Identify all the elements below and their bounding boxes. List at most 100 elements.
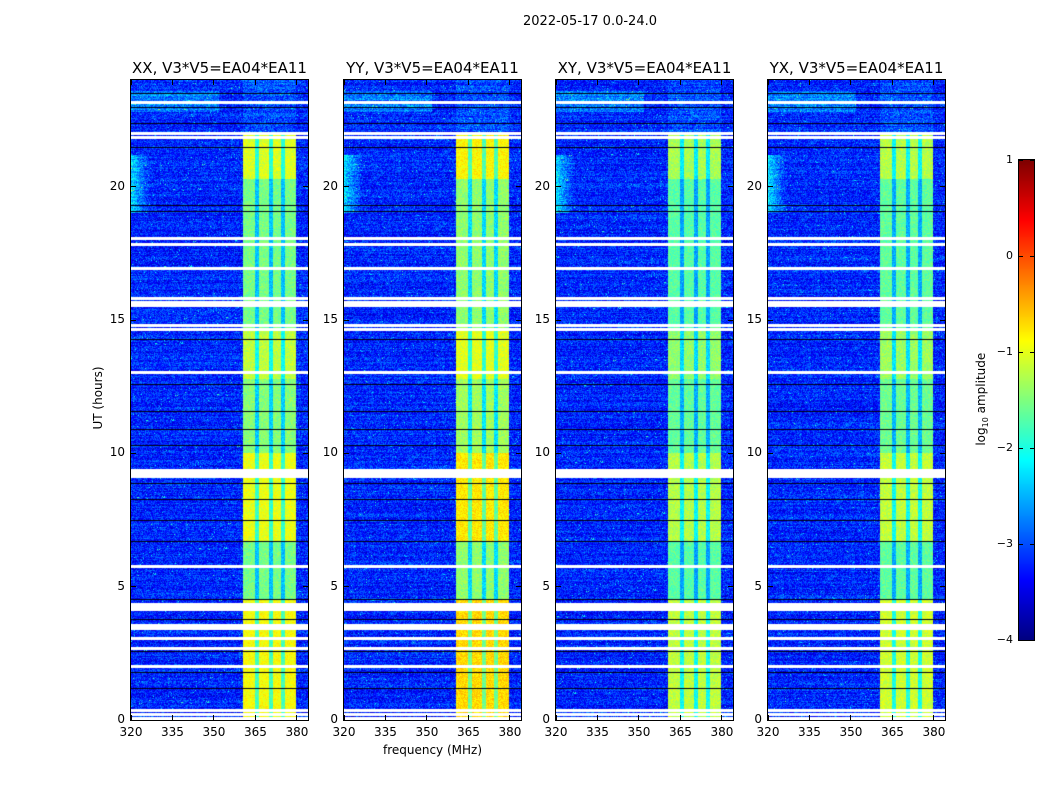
- y-tick-label: 10: [322, 445, 338, 460]
- y-tick: [556, 186, 561, 188]
- panel-title: YY, V3*V5=EA04*EA11: [346, 59, 519, 77]
- x-tick-label: 320: [332, 725, 356, 739]
- x-tick-label: 335: [798, 725, 821, 739]
- colorbar-tick: [1030, 351, 1034, 353]
- x-tick-label: 335: [374, 725, 397, 739]
- x-tick: [555, 80, 557, 85]
- y-tick-label: 20: [534, 178, 550, 193]
- y-tick: [303, 452, 308, 454]
- x-tick-label: 320: [119, 725, 143, 739]
- y-tick-label: 15: [746, 312, 762, 326]
- y-tick-label: 5: [117, 578, 125, 593]
- y-tick-label: 0: [330, 712, 338, 726]
- y-tick: [728, 586, 733, 588]
- x-tick: [254, 80, 256, 85]
- x-tick: [891, 715, 893, 720]
- colorbar-tick-label: 0: [1006, 249, 1013, 262]
- x-tick: [296, 80, 298, 85]
- x-tick-label: 320: [756, 725, 780, 739]
- colorbar-tick-label: 1: [1006, 153, 1013, 166]
- y-tick: [556, 586, 561, 588]
- x-tick-label: 320: [544, 725, 568, 739]
- heatmap-image: [768, 80, 945, 720]
- y-tick: [516, 586, 521, 588]
- y-tick: [344, 586, 349, 588]
- x-tick-label: 365: [881, 725, 904, 739]
- x-tick-label: 380: [498, 725, 522, 739]
- x-tick: [343, 80, 345, 85]
- y-tick: [131, 586, 136, 588]
- x-tick: [384, 80, 386, 85]
- y-tick-label: 20: [109, 178, 125, 193]
- x-tick-label: 365: [457, 725, 480, 739]
- y-tick: [516, 186, 521, 188]
- panel-title: YX, V3*V5=EA04*EA11: [769, 59, 944, 77]
- x-tick: [933, 715, 935, 720]
- y-tick: [516, 452, 521, 454]
- colorbar-tick: [1019, 639, 1023, 641]
- x-tick: [767, 80, 769, 85]
- colorbar-tick-label: −4: [996, 633, 1013, 646]
- y-tick: [940, 586, 945, 588]
- x-tick-label: 380: [710, 725, 734, 739]
- colorbar-label-part: log: [973, 427, 988, 446]
- y-tick: [303, 586, 308, 588]
- y-tick: [728, 719, 733, 721]
- x-tick: [850, 715, 852, 720]
- x-tick-label: 350: [839, 725, 863, 739]
- y-tick: [131, 719, 136, 721]
- colorbar-tick-label: −1: [996, 345, 1013, 358]
- colorbar-tick-label: −3: [996, 537, 1013, 550]
- y-tick-label: 15: [322, 312, 338, 326]
- x-tick: [555, 715, 557, 720]
- x-tick: [638, 80, 640, 85]
- x-tick: [509, 80, 511, 85]
- y-tick-label: 0: [117, 712, 125, 726]
- x-tick: [254, 715, 256, 720]
- colorbar-tick: [1019, 447, 1023, 449]
- colorbar: [1018, 159, 1035, 641]
- y-tick-label: 10: [534, 445, 550, 460]
- colorbar-label-part: 10: [981, 417, 991, 428]
- y-tick: [728, 319, 733, 321]
- x-tick: [213, 715, 215, 720]
- figure-title: 2022-05-17 0.0-24.0: [523, 14, 657, 29]
- y-tick: [131, 319, 136, 321]
- y-tick: [940, 319, 945, 321]
- x-tick: [426, 80, 428, 85]
- x-tick-label: 365: [244, 725, 267, 739]
- x-tick-label: 365: [669, 725, 692, 739]
- x-tick: [767, 715, 769, 720]
- x-tick: [596, 80, 598, 85]
- y-tick: [940, 719, 945, 721]
- heatmap-panel: [130, 79, 309, 721]
- x-tick-label: 380: [922, 725, 946, 739]
- x-tick-label: 350: [415, 725, 439, 739]
- x-tick: [808, 715, 810, 720]
- heatmap-panel: [555, 79, 734, 721]
- y-tick-label: 10: [109, 445, 125, 460]
- x-tick: [384, 715, 386, 720]
- y-tick: [768, 586, 773, 588]
- y-tick: [768, 719, 773, 721]
- colorbar-label: log10 amplitude: [974, 339, 990, 459]
- y-tick: [303, 319, 308, 321]
- x-tick-label: 350: [627, 725, 651, 739]
- y-tick: [940, 186, 945, 188]
- y-tick: [303, 186, 308, 188]
- x-tick: [808, 80, 810, 85]
- x-tick-label: 380: [285, 725, 309, 739]
- colorbar-tick: [1030, 255, 1034, 257]
- x-tick: [509, 715, 511, 720]
- x-tick-label: 350: [202, 725, 226, 739]
- x-tick: [171, 715, 173, 720]
- y-tick: [728, 452, 733, 454]
- colorbar-tick: [1019, 159, 1023, 161]
- y-tick: [768, 452, 773, 454]
- y-tick-label: 15: [109, 312, 125, 326]
- y-tick: [516, 319, 521, 321]
- colorbar-tick: [1019, 255, 1023, 257]
- y-tick: [131, 452, 136, 454]
- x-tick: [467, 715, 469, 720]
